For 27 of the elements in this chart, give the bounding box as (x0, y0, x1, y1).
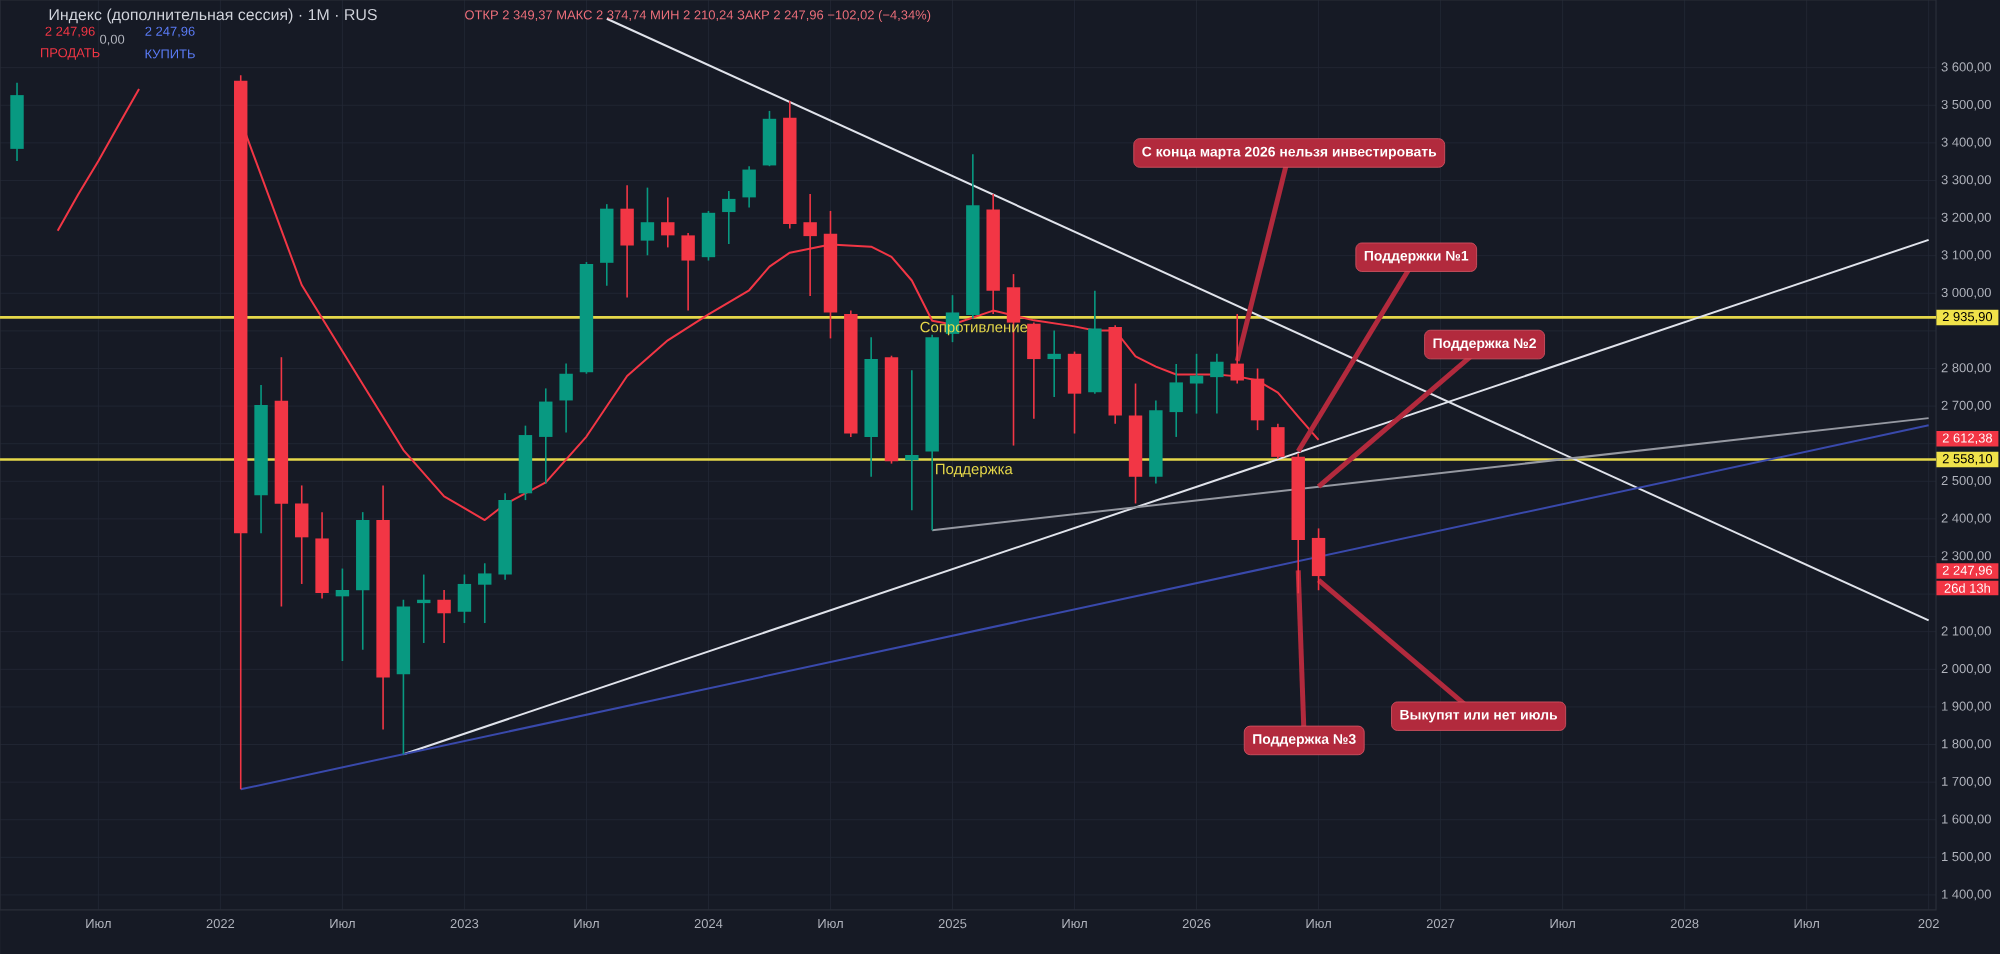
candlestick (905, 369, 919, 512)
candlestick (803, 193, 817, 297)
candlestick (1047, 329, 1061, 398)
candlestick (335, 567, 350, 662)
candlestick (620, 184, 634, 299)
candlestick (762, 110, 777, 167)
candlestick (1230, 313, 1244, 385)
candlestick (437, 589, 451, 644)
candlestick (539, 387, 553, 485)
candlestick (701, 210, 716, 262)
candlestick (1169, 363, 1183, 438)
candlestick (478, 562, 492, 624)
candlestick (742, 165, 756, 209)
candlestick (1067, 350, 1082, 435)
candlestick (1189, 353, 1204, 415)
candlestick (661, 196, 675, 249)
candlestick (1311, 527, 1326, 592)
candlestick (559, 362, 573, 434)
candlestick (1210, 353, 1224, 415)
candlestick (640, 186, 655, 257)
candlestick (722, 190, 736, 245)
candlestick (295, 484, 309, 585)
candlestick (457, 573, 472, 624)
candlestick (1271, 422, 1285, 460)
candlestick (681, 232, 695, 312)
candlestick (1027, 321, 1041, 420)
candlestick (1250, 367, 1265, 431)
